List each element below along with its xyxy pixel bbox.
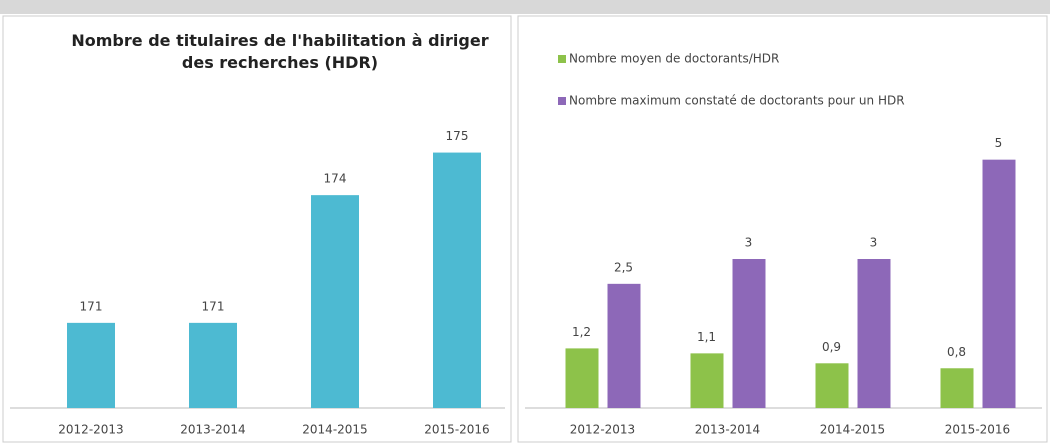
bar <box>433 152 481 408</box>
bar <box>940 368 974 408</box>
data-label: 171 <box>80 299 103 313</box>
data-label: 174 <box>324 172 347 186</box>
data-label: 3 <box>870 236 878 250</box>
x-tick-label: 2012-2013 <box>58 423 123 437</box>
data-label: 0,9 <box>822 340 841 354</box>
legend-swatch <box>558 97 566 105</box>
left-panel <box>2 15 512 443</box>
bar <box>857 259 891 408</box>
legend-label: Nombre maximum constaté de doctorants po… <box>569 94 905 108</box>
bar <box>607 283 641 408</box>
x-tick-label: 2013-2014 <box>695 423 760 437</box>
legend-label: Nombre moyen de doctorants/HDR <box>569 52 779 66</box>
data-label: 175 <box>446 129 469 143</box>
data-label: 3 <box>745 236 753 250</box>
bar <box>189 322 237 408</box>
x-tick-label: 2012-2013 <box>570 423 635 437</box>
data-label: 5 <box>995 136 1003 150</box>
bar <box>815 363 849 408</box>
bar <box>732 259 766 408</box>
bar <box>67 322 115 408</box>
data-label: 2,5 <box>614 260 633 274</box>
x-tick-label: 2015-2016 <box>424 423 489 437</box>
bar <box>565 348 599 408</box>
chart-title: Nombre de titulaires de l'habilitation à… <box>71 31 489 72</box>
header-strip <box>0 0 1050 14</box>
bar <box>982 159 1016 408</box>
data-label: 1,2 <box>572 325 591 339</box>
x-tick-label: 2014-2015 <box>302 423 367 437</box>
right-panel <box>517 15 1048 443</box>
x-tick-label: 2015-2016 <box>945 423 1010 437</box>
legend-swatch <box>558 55 566 63</box>
bar <box>690 353 724 408</box>
bar <box>311 195 359 408</box>
data-label: 1,1 <box>697 330 716 344</box>
data-label: 0,8 <box>947 345 966 359</box>
x-tick-label: 2014-2015 <box>820 423 885 437</box>
x-tick-label: 2013-2014 <box>180 423 245 437</box>
data-label: 171 <box>202 299 225 313</box>
